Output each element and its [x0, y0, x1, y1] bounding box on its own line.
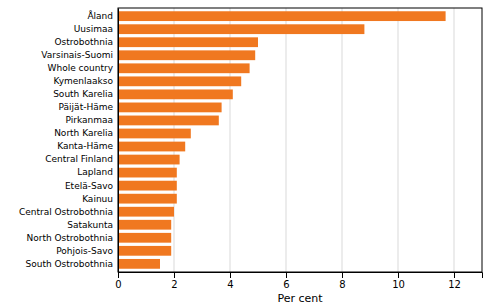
- tick-label: Pirkanmaa: [65, 115, 113, 125]
- grid-line: [286, 8, 287, 272]
- tick-label: 12: [448, 279, 461, 290]
- tick-mark: [342, 272, 343, 278]
- grid-line: [230, 8, 231, 272]
- tick-label: Uusimaa: [74, 24, 113, 34]
- y-tick: Kymenlaakso: [53, 76, 113, 86]
- y-tick: Varsinais-Suomi: [41, 50, 113, 60]
- tick-label: Central Finland: [45, 154, 113, 164]
- tick-label: North Ostrobothnia: [26, 233, 113, 243]
- y-tick: Etelä-Savo: [65, 181, 114, 191]
- tick-label: Ostrobothnia: [55, 37, 113, 47]
- tick-label: Åland: [87, 10, 113, 21]
- tick-mark: [286, 272, 287, 278]
- y-tick: Pohjois-Savo: [56, 246, 113, 256]
- tick-mark: [454, 272, 455, 278]
- y-tick: Päijät-Häme: [59, 102, 114, 112]
- tick-label: Central Ostrobothnia: [19, 207, 113, 217]
- bar: [118, 37, 258, 47]
- bar: [118, 168, 177, 178]
- tick-label: 6: [283, 279, 289, 290]
- chart: 0 2 4 6 8 10 12 South Ostrobothnia Pohjois-Savo N…: [0, 0, 496, 308]
- bar: [118, 155, 180, 165]
- tick-mark: [230, 272, 231, 278]
- bar: [118, 220, 171, 230]
- x-tick: 2: [171, 272, 177, 290]
- tick-mark: [118, 272, 119, 278]
- grid-line: [342, 8, 343, 272]
- tick-label: Whole country: [48, 63, 114, 73]
- y-tick: Kanta-Häme: [57, 141, 113, 151]
- x-tick: 12: [448, 272, 461, 290]
- bar: [118, 233, 171, 243]
- y-tick: South Ostrobothnia: [26, 259, 114, 269]
- y-tick: Central Finland: [45, 154, 113, 164]
- bar: [118, 89, 233, 99]
- tick-label: 0: [115, 279, 121, 290]
- grid: [118, 8, 454, 272]
- bar: [118, 246, 171, 256]
- bar: [118, 142, 185, 152]
- bar: [118, 76, 241, 86]
- grid-line: [398, 8, 399, 272]
- x-tick: 0: [115, 272, 121, 290]
- tick-label: North Karelia: [54, 128, 113, 138]
- tick-label: Pohjois-Savo: [56, 246, 113, 256]
- tick-label: 8: [339, 279, 345, 290]
- tick-label: 2: [171, 279, 177, 290]
- y-tick: Åland: [87, 10, 113, 21]
- tick-label: Kymenlaakso: [53, 76, 113, 86]
- tick-mark: [398, 272, 399, 278]
- bar: [118, 207, 174, 217]
- grid-line: [174, 8, 175, 272]
- x-tick: 8: [339, 272, 345, 290]
- bar: [118, 63, 250, 73]
- plot: 0 2 4 6 8 10 12 South Ostrobothnia Pohjois-Savo N…: [19, 8, 483, 290]
- tick-label: Lapland: [77, 167, 113, 177]
- x-tick: 10: [392, 272, 405, 290]
- tick-label: South Karelia: [53, 89, 113, 99]
- grid-line: [454, 8, 455, 272]
- x-tick: 6: [283, 272, 289, 290]
- bar: [118, 194, 177, 204]
- y-tick: North Karelia: [54, 128, 113, 138]
- tick-label: Kanta-Häme: [57, 141, 113, 151]
- bar: [118, 11, 446, 21]
- y-tick: Central Ostrobothnia: [19, 207, 113, 217]
- x-axis: 0 2 4 6 8 10 12: [115, 272, 482, 290]
- tick-label: Kainuu: [82, 194, 113, 204]
- bar: [118, 116, 219, 126]
- tick-label: Päijät-Häme: [59, 102, 114, 112]
- y-tick: Pirkanmaa: [65, 115, 113, 125]
- tick-label: Varsinais-Suomi: [41, 50, 113, 60]
- y-tick: Uusimaa: [74, 24, 113, 34]
- y-axis: South Ostrobothnia Pohjois-Savo North Ostr…: [19, 9, 119, 273]
- x-axis-title: Per cent: [277, 292, 323, 305]
- tick-mark: [174, 272, 175, 278]
- tick-label: Etelä-Savo: [65, 181, 114, 191]
- y-tick: Kainuu: [82, 194, 113, 204]
- bar: [118, 181, 177, 191]
- y-tick: Satakunta: [67, 220, 113, 230]
- axis-line: [119, 273, 483, 279]
- tick-label: 10: [392, 279, 405, 290]
- y-tick: Ostrobothnia: [55, 37, 113, 47]
- y-tick: Lapland: [77, 167, 113, 177]
- plot-frame: [118, 8, 482, 272]
- x-tick: 4: [227, 272, 233, 290]
- bar: [118, 24, 364, 34]
- y-tick: Whole country: [48, 63, 114, 73]
- bar: [118, 50, 255, 60]
- bars: [118, 11, 446, 268]
- tick-label: South Ostrobothnia: [26, 259, 114, 269]
- axis-line: [118, 9, 119, 273]
- y-tick: South Karelia: [53, 89, 113, 99]
- bar: [118, 103, 222, 113]
- tick-label: Satakunta: [67, 220, 113, 230]
- tick-label: 4: [227, 279, 233, 290]
- bar: [118, 259, 160, 269]
- bar: [118, 129, 191, 139]
- y-tick: North Ostrobothnia: [26, 233, 113, 243]
